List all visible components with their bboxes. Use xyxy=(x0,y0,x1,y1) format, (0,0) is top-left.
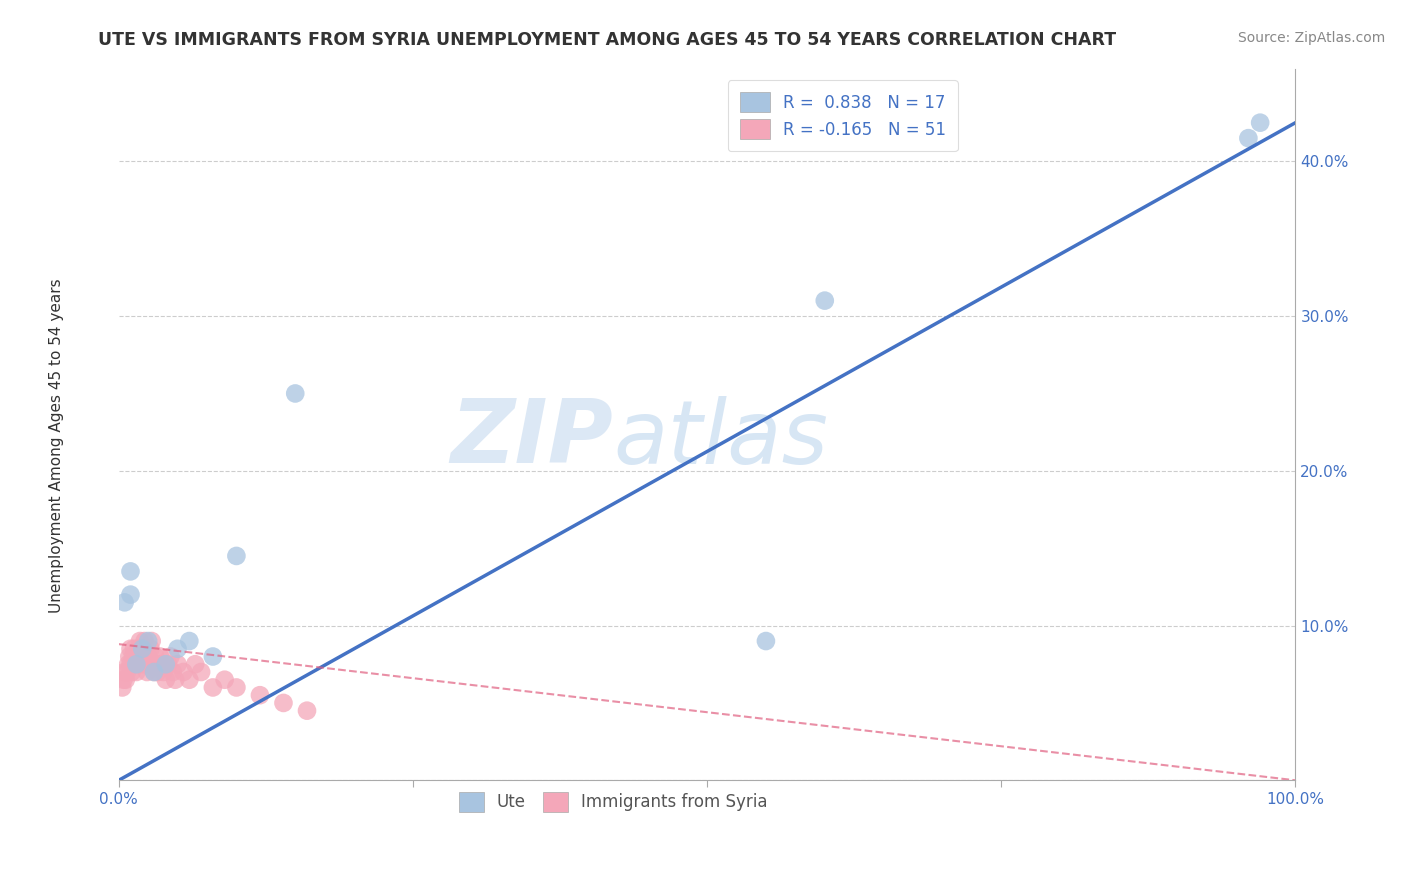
Text: atlas: atlas xyxy=(613,396,828,482)
Point xyxy=(201,649,224,664)
Text: Unemployment Among Ages 45 to 54 years: Unemployment Among Ages 45 to 54 years xyxy=(49,278,63,614)
Point xyxy=(143,665,166,679)
Point xyxy=(214,673,236,687)
Point xyxy=(114,595,136,609)
Point xyxy=(143,665,166,679)
Point xyxy=(284,386,307,401)
Point xyxy=(142,657,165,672)
Point xyxy=(136,665,159,679)
Legend: Ute, Immigrants from Syria: Ute, Immigrants from Syria xyxy=(446,779,780,825)
Point xyxy=(129,657,152,672)
Point xyxy=(1237,131,1260,145)
Point xyxy=(152,665,174,679)
Point xyxy=(134,634,156,648)
Point xyxy=(149,649,172,664)
Point xyxy=(117,657,139,672)
Point xyxy=(157,657,180,672)
Text: UTE VS IMMIGRANTS FROM SYRIA UNEMPLOYMENT AMONG AGES 45 TO 54 YEARS CORRELATION : UTE VS IMMIGRANTS FROM SYRIA UNEMPLOYMEN… xyxy=(98,31,1116,49)
Point xyxy=(184,657,207,672)
Point xyxy=(145,657,167,672)
Point xyxy=(159,649,181,664)
Text: ZIP: ZIP xyxy=(450,395,613,483)
Point xyxy=(162,665,184,679)
Text: Source: ZipAtlas.com: Source: ZipAtlas.com xyxy=(1237,31,1385,45)
Point xyxy=(1249,116,1271,130)
Point xyxy=(120,657,142,672)
Point xyxy=(155,673,177,687)
Point xyxy=(295,704,318,718)
Point xyxy=(128,641,150,656)
Point xyxy=(179,673,201,687)
Point xyxy=(120,641,142,656)
Point xyxy=(136,649,159,664)
Point xyxy=(127,649,149,664)
Point xyxy=(111,681,134,695)
Point xyxy=(201,681,224,695)
Point xyxy=(118,649,141,664)
Point xyxy=(120,588,142,602)
Point xyxy=(225,681,247,695)
Point xyxy=(146,665,169,679)
Point xyxy=(179,634,201,648)
Point xyxy=(115,665,138,679)
Point xyxy=(166,641,188,656)
Point xyxy=(150,657,173,672)
Point xyxy=(124,657,146,672)
Point xyxy=(273,696,295,710)
Point xyxy=(122,641,145,656)
Point xyxy=(138,657,160,672)
Point xyxy=(120,565,142,579)
Point xyxy=(129,634,152,648)
Point xyxy=(121,649,143,664)
Point xyxy=(172,665,194,679)
Point xyxy=(135,657,157,672)
Point xyxy=(125,657,148,672)
Point xyxy=(143,649,166,664)
Point xyxy=(112,673,135,687)
Point xyxy=(225,549,247,563)
Point xyxy=(125,665,148,679)
Point xyxy=(141,634,163,648)
Point xyxy=(132,641,155,656)
Point xyxy=(121,665,143,679)
Point xyxy=(249,688,271,702)
Point xyxy=(131,641,153,656)
Point xyxy=(114,673,136,687)
Point xyxy=(114,665,136,679)
Point xyxy=(155,657,177,672)
Point xyxy=(131,649,153,664)
Point xyxy=(136,634,159,648)
Point xyxy=(814,293,837,308)
Point xyxy=(190,665,212,679)
Point xyxy=(755,634,778,648)
Point xyxy=(165,673,187,687)
Point xyxy=(166,657,188,672)
Point xyxy=(139,641,162,656)
